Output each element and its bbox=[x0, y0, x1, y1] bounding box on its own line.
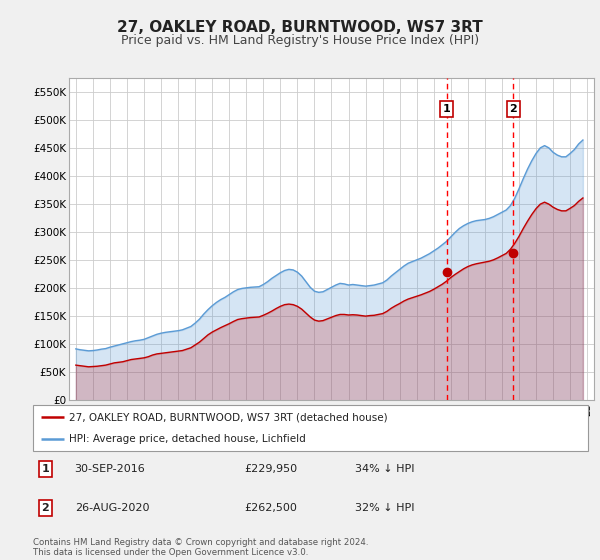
Text: Price paid vs. HM Land Registry's House Price Index (HPI): Price paid vs. HM Land Registry's House … bbox=[121, 34, 479, 46]
Text: 27, OAKLEY ROAD, BURNTWOOD, WS7 3RT (detached house): 27, OAKLEY ROAD, BURNTWOOD, WS7 3RT (det… bbox=[69, 412, 388, 422]
Text: Contains HM Land Registry data © Crown copyright and database right 2024.
This d: Contains HM Land Registry data © Crown c… bbox=[33, 538, 368, 557]
Text: 2: 2 bbox=[41, 503, 49, 513]
Text: 2: 2 bbox=[509, 104, 517, 114]
Text: 27, OAKLEY ROAD, BURNTWOOD, WS7 3RT: 27, OAKLEY ROAD, BURNTWOOD, WS7 3RT bbox=[117, 20, 483, 35]
Text: HPI: Average price, detached house, Lichfield: HPI: Average price, detached house, Lich… bbox=[69, 435, 306, 444]
Text: 32% ↓ HPI: 32% ↓ HPI bbox=[355, 503, 415, 513]
Text: 1: 1 bbox=[41, 464, 49, 474]
Text: £229,950: £229,950 bbox=[244, 464, 297, 474]
Text: 26-AUG-2020: 26-AUG-2020 bbox=[74, 503, 149, 513]
Text: £262,500: £262,500 bbox=[244, 503, 297, 513]
Text: 30-SEP-2016: 30-SEP-2016 bbox=[74, 464, 145, 474]
Text: 1: 1 bbox=[443, 104, 451, 114]
Text: 34% ↓ HPI: 34% ↓ HPI bbox=[355, 464, 415, 474]
FancyBboxPatch shape bbox=[33, 405, 588, 451]
